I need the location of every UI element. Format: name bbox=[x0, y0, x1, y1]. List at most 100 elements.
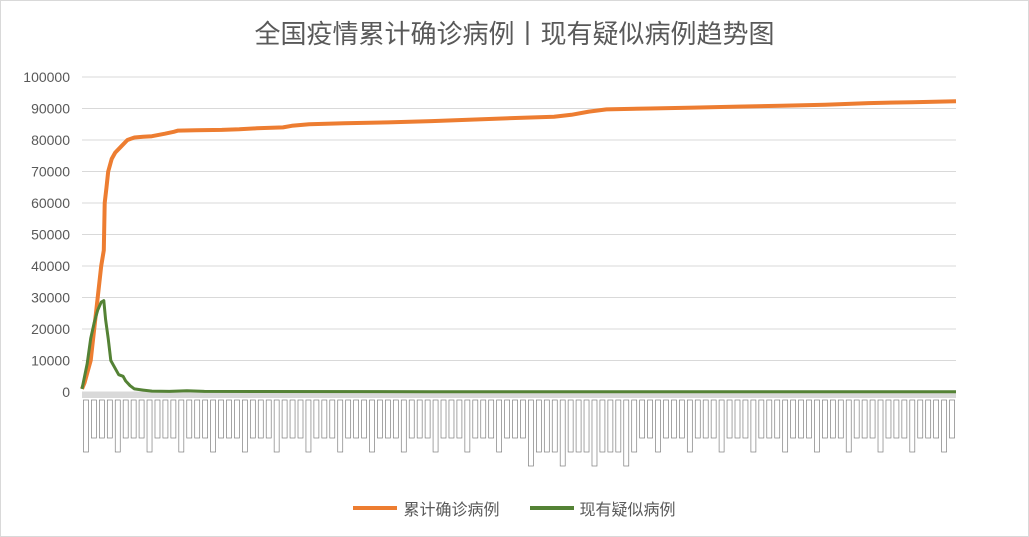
series-line-suspected bbox=[80, 299, 956, 394]
series-line-confirmed bbox=[80, 99, 957, 390]
series-lines bbox=[80, 99, 957, 394]
x-tick-label-glyph bbox=[591, 399, 598, 467]
x-tick-label-glyph bbox=[917, 399, 924, 439]
x-tick-label-glyph bbox=[750, 399, 757, 453]
y-tick-label: 30000 bbox=[31, 290, 70, 306]
x-tick-label-glyph bbox=[313, 399, 320, 439]
x-tick-label-glyph bbox=[941, 399, 947, 453]
x-tick-label-glyph bbox=[178, 399, 185, 453]
x-tick-label-glyph bbox=[798, 399, 804, 439]
x-tick-label-glyph bbox=[583, 399, 590, 453]
x-tick-label-glyph bbox=[607, 399, 614, 453]
y-tick-label: 70000 bbox=[31, 164, 70, 180]
x-tick-label-glyph bbox=[543, 399, 550, 453]
x-tick-label-glyph bbox=[91, 399, 97, 439]
x-tick-label-glyph bbox=[408, 399, 415, 439]
x-tick-label-glyph bbox=[226, 399, 232, 439]
y-tick-label: 50000 bbox=[31, 227, 70, 243]
x-tick-label-glyph bbox=[218, 399, 224, 439]
y-tick-label: 40000 bbox=[31, 258, 70, 274]
x-tick-label-glyph bbox=[623, 399, 630, 467]
legend-label-confirmed: 累计确诊病例 bbox=[403, 500, 500, 519]
x-tick-label-glyph bbox=[567, 399, 574, 453]
x-tick-label-glyph bbox=[559, 399, 566, 467]
x-tick-label-glyph bbox=[845, 399, 852, 453]
x-tick-label-glyph bbox=[671, 399, 677, 439]
x-tick-label-glyph bbox=[726, 399, 733, 439]
x-tick-label-glyph bbox=[305, 399, 312, 453]
x-tick-label-glyph bbox=[281, 399, 288, 439]
x-tick-label-glyph bbox=[297, 399, 304, 439]
y-tick-label: 10000 bbox=[31, 353, 70, 369]
x-tick-label-glyph bbox=[551, 399, 558, 453]
x-tick-label-glyph bbox=[265, 399, 272, 439]
legend: 累计确诊病例 现有疑似病例 bbox=[0, 496, 1029, 520]
x-tick-label-glyph bbox=[99, 399, 105, 439]
x-tick-label-glyph bbox=[83, 399, 89, 453]
x-tick-label-glyph bbox=[702, 399, 709, 439]
legend-item-confirmed: 累计确诊病例 bbox=[353, 496, 500, 520]
x-tick-label-glyph bbox=[249, 399, 256, 439]
x-tick-label-glyph bbox=[170, 399, 177, 439]
x-tick-label-glyph bbox=[154, 399, 161, 439]
x-tick-label-glyph bbox=[909, 399, 916, 453]
x-tick-label-glyph bbox=[790, 399, 796, 439]
x-tick-label-glyph bbox=[647, 399, 653, 439]
x-tick-label-glyph bbox=[257, 399, 264, 439]
x-tick-label-glyph bbox=[273, 399, 280, 453]
x-tick-label-glyph bbox=[416, 399, 423, 439]
x-tick-label-glyph bbox=[480, 399, 487, 439]
x-tick-label-glyph bbox=[655, 399, 661, 453]
x-tick-label-glyph bbox=[448, 399, 455, 439]
y-tick-label: 0 bbox=[62, 384, 70, 400]
x-tick-label-glyph bbox=[504, 399, 510, 439]
x-tick-label-glyph bbox=[289, 399, 296, 439]
x-tick-label-glyph bbox=[234, 399, 240, 439]
x-tick-label-glyph bbox=[949, 399, 955, 439]
x-tick-label-glyph bbox=[615, 399, 622, 453]
x-tick-label-glyph bbox=[329, 399, 336, 439]
x-tick-label-glyph bbox=[385, 399, 391, 439]
x-tick-label-glyph bbox=[806, 399, 812, 439]
y-axis-ticks: 0 10000 20000 30000 40000 50000 60000 70000 8000… bbox=[23, 69, 70, 400]
x-tick-label-glyph bbox=[162, 399, 169, 439]
x-tick-label-glyph bbox=[599, 399, 606, 453]
x-tick-label-glyph bbox=[766, 399, 773, 439]
y-tick-label: 80000 bbox=[31, 132, 70, 148]
x-tick-label-glyph bbox=[718, 399, 725, 453]
y-tick-label: 60000 bbox=[31, 195, 70, 211]
x-tick-label-glyph bbox=[122, 399, 129, 439]
x-tick-label-glyph bbox=[925, 399, 932, 439]
x-tick-label-glyph bbox=[837, 399, 844, 439]
x-tick-label-glyph bbox=[829, 399, 836, 439]
legend-label-suspected: 现有疑似病例 bbox=[579, 500, 676, 519]
x-tick-label-glyph bbox=[392, 399, 399, 439]
x-tick-label-glyph bbox=[210, 399, 216, 453]
x-tick-label-glyph bbox=[933, 399, 939, 439]
x-tick-label-glyph bbox=[512, 399, 518, 439]
x-tick-label-glyph bbox=[814, 399, 820, 453]
x-tick-label-glyph bbox=[893, 399, 900, 439]
x-tick-label-glyph bbox=[742, 399, 749, 439]
x-axis-tick-labels bbox=[83, 399, 955, 467]
x-tick-label-glyph bbox=[694, 399, 701, 439]
x-tick-label-glyph bbox=[400, 399, 407, 453]
legend-swatch-confirmed bbox=[353, 506, 398, 510]
x-tick-label-glyph bbox=[440, 399, 447, 439]
x-tick-label-glyph bbox=[861, 399, 868, 439]
x-tick-label-glyph bbox=[138, 399, 145, 439]
x-tick-label-glyph bbox=[432, 399, 439, 453]
x-tick-label-glyph bbox=[369, 399, 375, 453]
x-tick-label-glyph bbox=[663, 399, 669, 439]
x-tick-label-glyph bbox=[488, 399, 495, 439]
x-tick-label-glyph bbox=[536, 399, 542, 453]
x-tick-label-glyph bbox=[758, 399, 765, 439]
x-tick-label-glyph bbox=[885, 399, 892, 439]
x-tick-label-glyph bbox=[774, 399, 781, 439]
x-tick-label-glyph bbox=[464, 399, 471, 453]
x-tick-label-glyph bbox=[639, 399, 646, 439]
x-tick-label-glyph bbox=[114, 399, 121, 453]
gridlines bbox=[82, 76, 956, 393]
x-tick-label-glyph bbox=[679, 399, 685, 439]
x-tick-label-glyph bbox=[321, 399, 328, 439]
